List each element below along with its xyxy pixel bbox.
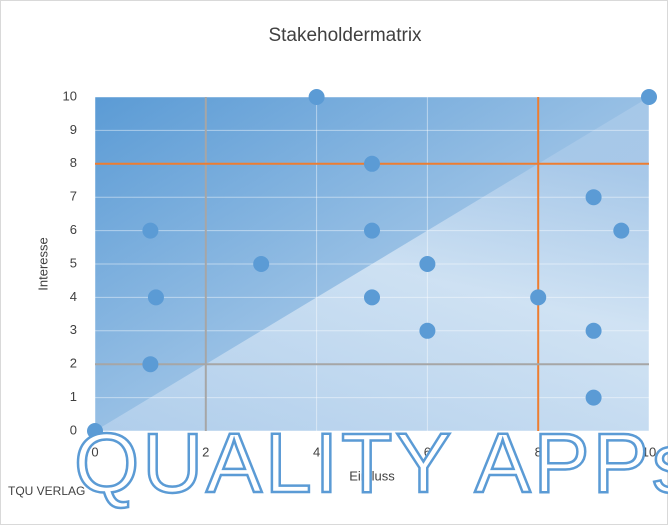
point: [364, 289, 380, 306]
y-tick-label: 10: [63, 88, 77, 103]
x-tick-label: 6: [424, 444, 431, 459]
y-tick-label: 5: [70, 255, 77, 270]
x-tick-label: 8: [535, 444, 542, 459]
point: [419, 256, 436, 272]
point: [585, 189, 602, 206]
diagonal-area: [95, 97, 649, 431]
y-tick-label: 7: [70, 189, 77, 204]
point: [147, 289, 164, 306]
y-tick-label: 2: [70, 356, 77, 371]
point: [87, 423, 103, 439]
y-tick-label: 8: [70, 155, 77, 170]
point: [308, 89, 325, 105]
y-tick-label: 3: [70, 322, 77, 337]
x-tick-label: 0: [91, 444, 98, 459]
watermark: QUALITY APPs in: [74, 416, 668, 510]
point: [585, 322, 602, 339]
y-tick-label: 1: [70, 389, 77, 404]
point: [364, 155, 380, 172]
point: [142, 222, 159, 239]
y-tick-label: 9: [70, 122, 77, 137]
footer: TQU VERLAG: [8, 484, 85, 498]
y-tick-label: 0: [70, 422, 77, 437]
chart-title: Stakeholdermatrix: [268, 25, 422, 46]
y-axis-title: Interesse: [35, 237, 50, 290]
x-tick-label: 2: [202, 444, 209, 459]
point: [530, 289, 547, 306]
point: [253, 256, 270, 272]
point: [142, 356, 159, 373]
point: [641, 89, 657, 105]
y-tick-label: 4: [70, 289, 77, 304]
point: [419, 322, 436, 339]
point: [364, 222, 380, 239]
point: [585, 389, 602, 406]
x-axis-title: Einfluss: [349, 468, 395, 483]
x-tick-label: 10: [642, 444, 656, 459]
y-tick-label: 6: [70, 222, 77, 237]
x-tick-label: 4: [313, 444, 320, 459]
point: [613, 222, 630, 239]
